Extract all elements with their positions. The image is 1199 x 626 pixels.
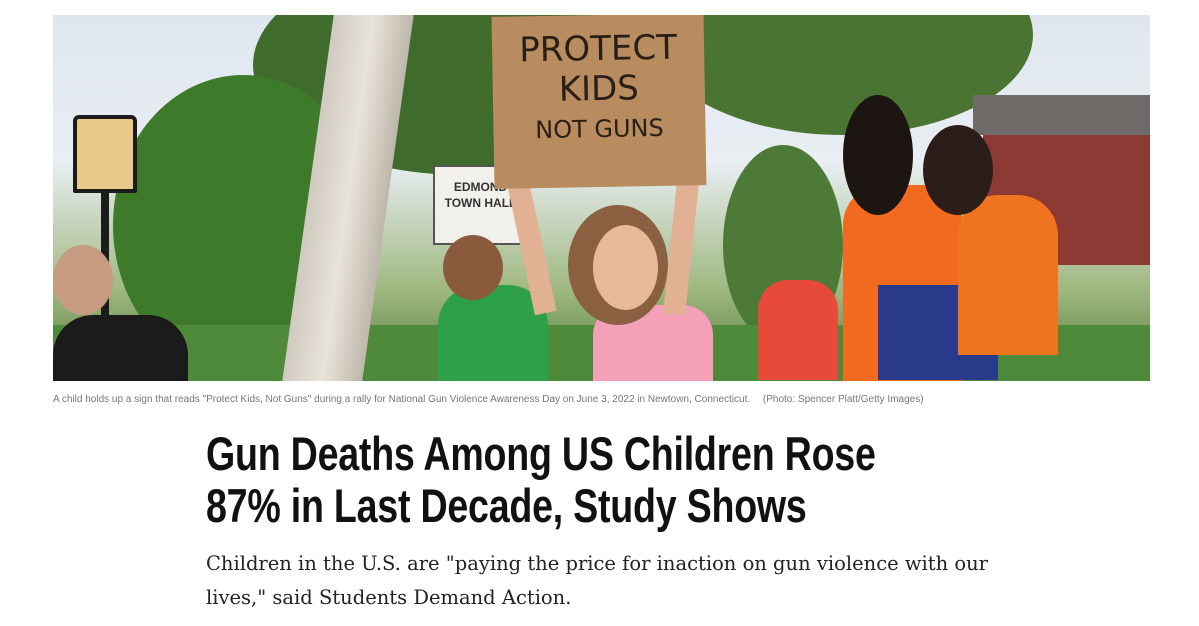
sign-line: PROTECT bbox=[518, 27, 678, 71]
person-head bbox=[53, 245, 113, 315]
sign-line: NOT GUNS bbox=[535, 113, 664, 145]
article-headline: Gun Deaths Among US Children Rose 87% in… bbox=[206, 427, 876, 532]
caption-text: A child holds up a sign that reads "Prot… bbox=[53, 394, 751, 405]
child-face bbox=[593, 225, 658, 310]
sign-line: KIDS bbox=[558, 68, 640, 110]
person bbox=[53, 315, 188, 381]
photo-credit: (Photo: Spencer Platt/Getty Images) bbox=[762, 394, 924, 405]
article-dek: Children in the U.S. are "paying the pri… bbox=[206, 552, 988, 609]
lamp-post bbox=[101, 130, 109, 330]
person bbox=[958, 195, 1058, 355]
protest-sign: PROTECT KIDS NOT GUNS bbox=[491, 15, 707, 189]
roof bbox=[973, 95, 1150, 135]
town-hall-sign-line: TOWN HALL bbox=[444, 196, 517, 210]
person bbox=[758, 280, 838, 380]
person-head bbox=[443, 235, 503, 300]
person bbox=[438, 285, 548, 381]
photo-caption: A child holds up a sign that reads "Prot… bbox=[53, 394, 924, 405]
hero-photo: EDMOND TOWN HALL PROTECT KIDS NOT GUNS bbox=[53, 15, 1150, 381]
lamp bbox=[73, 115, 137, 193]
person-hair bbox=[923, 125, 993, 215]
person-hair bbox=[843, 95, 913, 215]
